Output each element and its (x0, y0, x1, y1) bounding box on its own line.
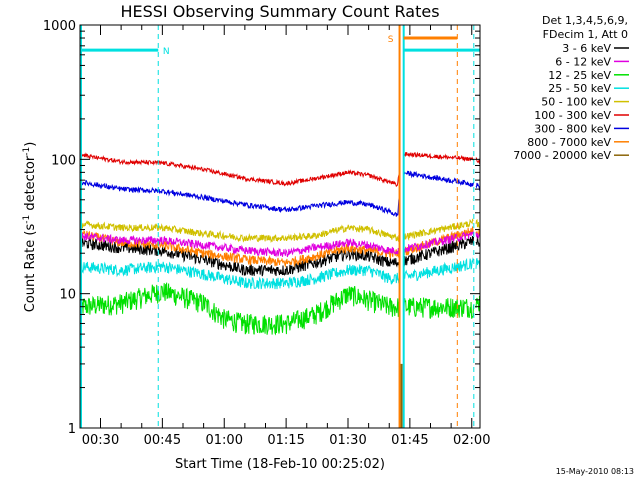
x-tick-label-0: 00:30 (82, 433, 119, 448)
x-tick-label-3: 01:15 (267, 433, 304, 448)
y-tick-label-0: 1 (68, 422, 76, 437)
series-line-0 (79, 235, 481, 277)
legend-header-line-1: Det 1,3,4,5,6,9, (542, 14, 628, 27)
series-line-3 (79, 257, 481, 290)
x-tick-label-5: 01:45 (391, 433, 428, 448)
axes: 1 10 100 1000 00:30 00:45 01:00 01:15 01:30 01:45… (43, 19, 491, 448)
x-tick-label-4: 01:30 (329, 433, 366, 448)
legend-label-0: 3 - 6 keV (562, 42, 611, 55)
flag-label-N: N (163, 47, 170, 57)
legend-label-8: 7000 - 20000 keV (513, 149, 611, 162)
legend-label-1: 6 - 12 keV (555, 55, 611, 68)
x-axis-label: Start Time (18-Feb-10 00:25:02) (175, 457, 385, 472)
series-line-1 (79, 230, 481, 258)
legend-label-4: 50 - 100 keV (541, 96, 611, 109)
legend-label-2: 12 - 25 keV (548, 69, 611, 82)
footer-timestamp: 15-May-2010 08:13 (556, 467, 634, 476)
legend-label-7: 800 - 7000 keV (527, 136, 611, 149)
plot-frame (79, 24, 481, 429)
legend-label-5: 100 - 300 keV (534, 109, 611, 122)
series-line-6 (79, 170, 481, 217)
legend-label-3: 25 - 50 keV (548, 82, 611, 95)
y-axis-label: Count Rate (s-1 detector-1) (22, 142, 38, 313)
y-tick-label-2: 100 (51, 153, 76, 168)
flag-label-S: S (388, 35, 394, 45)
x-tick-label-2: 01:00 (206, 433, 243, 448)
legend-label-6: 300 - 800 keV (534, 122, 611, 135)
series-line-4 (79, 218, 481, 244)
y-tick-label-3: 1000 (43, 19, 76, 34)
x-tick-label-6: 02:00 (453, 433, 490, 448)
legend: Det 1,3,4,5,6,9, FDecim 1, Att 0 3 - 6 k… (513, 14, 629, 162)
y-tick-label-1: 10 (59, 288, 76, 303)
x-tick-label-1: 00:45 (144, 433, 181, 448)
chart-title: HESSI Observing Summary Count Rates (120, 2, 439, 21)
legend-header-line-2: FDecim 1, Att 0 (543, 28, 628, 41)
